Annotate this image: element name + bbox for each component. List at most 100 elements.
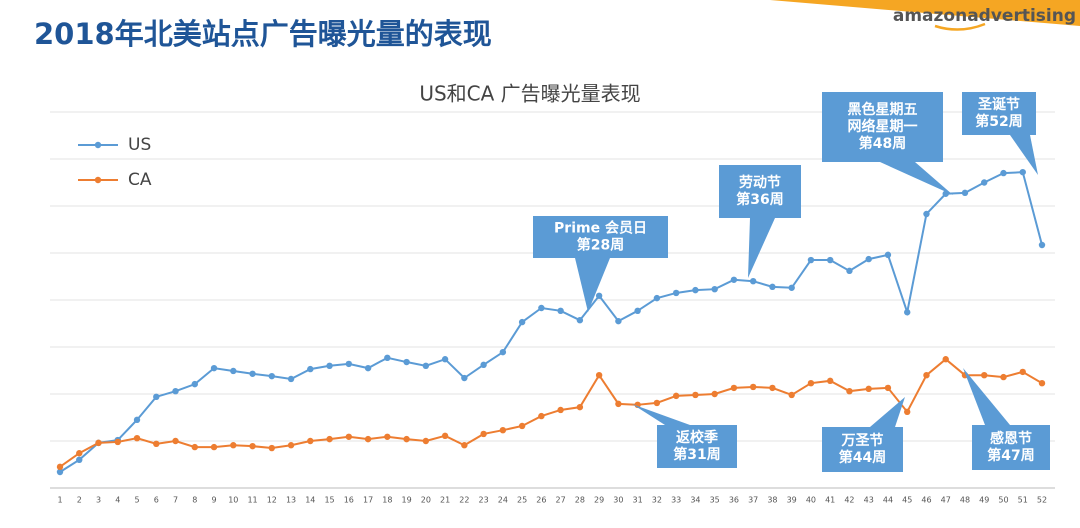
callout-box <box>822 427 903 472</box>
point <box>557 307 564 315</box>
point <box>1038 241 1046 249</box>
point <box>441 432 449 440</box>
point <box>961 189 969 197</box>
point <box>191 380 198 388</box>
point <box>326 362 333 369</box>
point <box>307 437 314 445</box>
callout-pointer <box>880 162 953 195</box>
callout-text: 黑色星期五 <box>848 101 918 118</box>
page-title: 2018年北美站点广告曝光量的表现 <box>34 17 492 51</box>
point <box>210 364 218 372</box>
callout-text: 第31周 <box>673 446 720 463</box>
point <box>114 438 121 446</box>
x-tick-label: 37 <box>748 496 758 505</box>
point <box>1038 379 1046 387</box>
point <box>788 391 795 399</box>
x-tick-label: 41 <box>825 496 835 505</box>
x-tick-label: 10 <box>228 496 238 505</box>
point <box>384 433 391 440</box>
x-tick-label: 30 <box>613 496 623 505</box>
x-tick-label: 48 <box>960 496 970 505</box>
callout-text: 第44周 <box>839 449 886 466</box>
point <box>287 375 295 383</box>
x-tick-label: 31 <box>633 496 643 505</box>
point <box>422 362 430 369</box>
x-tick-label: 26 <box>536 496 546 505</box>
x-tick-label: 24 <box>498 496 508 505</box>
point <box>653 294 661 302</box>
x-tick-label: 13 <box>286 496 296 505</box>
point <box>692 286 699 294</box>
x-tick-label: 11 <box>247 496 257 505</box>
point <box>326 435 333 443</box>
point <box>730 384 738 392</box>
logo-smile <box>934 22 986 31</box>
callout-text: 网络星期一 <box>848 118 918 135</box>
x-tick-label: 17 <box>363 496 373 505</box>
x-tick-label: 18 <box>382 496 392 505</box>
point <box>826 377 834 385</box>
x-tick-label: 21 <box>440 496 450 505</box>
x-tick-label: 6 <box>154 496 159 505</box>
point <box>153 440 160 448</box>
x-tick-label: 42 <box>844 496 854 505</box>
banner <box>770 0 1080 26</box>
point <box>518 422 526 430</box>
point <box>538 304 545 312</box>
point <box>268 444 276 452</box>
x-tick-label: 43 <box>864 496 874 505</box>
point <box>672 392 680 400</box>
chart-title: US和CA 广告曝光量表现 <box>419 82 640 106</box>
callout-text: 圣诞节 <box>977 96 1020 113</box>
point <box>981 179 988 186</box>
point <box>846 387 853 395</box>
series-line <box>59 171 1043 473</box>
point <box>441 356 449 363</box>
point <box>884 384 892 392</box>
x-tick-label: 23 <box>479 496 489 505</box>
x-tick-label: 52 <box>1037 496 1047 505</box>
callout-text: 第28周 <box>577 237 624 254</box>
callout-pointer <box>632 404 690 425</box>
point <box>595 292 603 299</box>
point <box>364 364 372 372</box>
x-tick-label: 45 <box>902 496 912 505</box>
x-tick-label: 39 <box>787 496 797 505</box>
point <box>461 442 468 449</box>
point <box>942 356 949 363</box>
point <box>672 289 680 297</box>
callout-text: 第36周 <box>736 191 783 208</box>
x-tick-label: 4 <box>115 496 120 505</box>
point <box>403 435 410 443</box>
point <box>807 256 815 264</box>
point <box>1000 169 1007 177</box>
point <box>769 384 776 392</box>
x-tick-label: 20 <box>421 496 431 505</box>
x-tick-label: 40 <box>806 496 816 505</box>
x-tick-label: 32 <box>652 496 662 505</box>
point <box>230 442 237 449</box>
point <box>422 437 430 445</box>
callout-text: 第47周 <box>987 447 1034 464</box>
point <box>210 443 218 451</box>
x-tick-label: 7 <box>173 496 178 505</box>
point <box>730 276 738 283</box>
callout-text: 劳动节 <box>739 174 781 191</box>
point <box>904 408 911 416</box>
x-tick-label: 25 <box>517 496 527 505</box>
callout-text: Prime 会员日 <box>554 220 647 237</box>
point <box>172 387 179 395</box>
point <box>76 450 83 457</box>
point <box>307 365 314 373</box>
callout-box <box>533 216 668 258</box>
x-tick-label: 47 <box>941 496 951 505</box>
point <box>133 416 141 424</box>
x-tick-label: 9 <box>211 496 216 505</box>
point <box>634 307 641 315</box>
point <box>904 309 911 316</box>
